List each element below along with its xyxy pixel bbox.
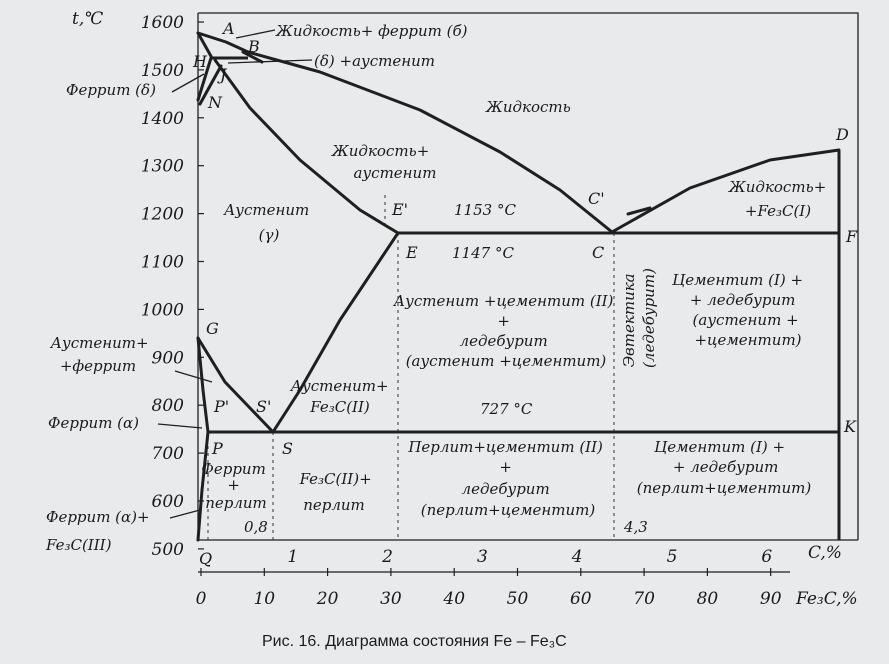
point-g: G (206, 319, 219, 338)
gs-line (196, 336, 275, 434)
callout-delta-fe (171, 73, 205, 93)
point-j: J (217, 65, 228, 84)
callout-delta-aust (227, 59, 313, 64)
y-tick-label: 900 (152, 348, 185, 368)
label-ferrite-pearlite: Феррит + перлит (201, 460, 270, 512)
y-tick-label: 800 (152, 396, 185, 416)
x-fe3c-tick-label: 80 (697, 589, 719, 609)
x-carbon-tick-label: 1 (287, 547, 298, 567)
x-fe3c-tick-label: 30 (380, 589, 402, 609)
point-e-prime: E' (391, 200, 408, 219)
label-liquid: Жидкость (485, 98, 571, 116)
point-q: Q (199, 549, 212, 568)
point-e: E (405, 243, 418, 262)
y-tick-label: 1400 (141, 109, 184, 129)
figure-caption: Рис. 16. Диаграмма состояния Fe – Fe₃C (262, 633, 567, 650)
y-axis-title: t,℃ (72, 9, 103, 29)
point-b: B (247, 37, 260, 56)
y-tick-label: 1600 (141, 13, 184, 33)
hn-line (196, 56, 213, 102)
y-tick-label: 1300 (141, 157, 184, 177)
label-aust-fe3c: Аустенит+ Fe₃C(II) (290, 377, 394, 416)
y-tick-label: 700 (152, 444, 185, 464)
solidus-je (213, 58, 400, 235)
arrow-left-c (626, 206, 652, 216)
callout-aust-ferrite (174, 370, 213, 383)
point-s: S (282, 439, 293, 458)
y-tick-label: 500 (152, 540, 185, 560)
label-liquid-fe3c: Жидкость+ +Fe₃C(I) (728, 178, 831, 220)
x-carbon-tick-label: 2 (381, 547, 393, 567)
y-tick-labels: 1600 1500 1400 1300 1200 1100 1000 900 800 700 600… (141, 13, 204, 560)
x-fe3c-tick-label: 20 (316, 589, 339, 609)
y-tick-label: 1200 (141, 205, 184, 225)
label-pearlite-cem-led: Перлит+цементит (II) + ледебурит (перлит… (407, 438, 607, 519)
solidus-ah (196, 31, 214, 60)
callout-ferrite-fe3c3 (169, 509, 201, 519)
point-a: A (221, 19, 235, 38)
label-ferrite-delta: Феррит (δ) (66, 81, 156, 99)
point-p: P (211, 439, 223, 458)
point-d: D (835, 125, 849, 144)
label-aust-ferrite: Аустенит+ +феррит (50, 334, 154, 375)
callout-liquid-ferrite (235, 29, 276, 39)
x-fe3c-tick-label: 10 (253, 589, 275, 609)
point-c-prime: C' (588, 189, 605, 208)
x-fe3c-tick-label: 90 (760, 589, 782, 609)
x-fe3c-tick-labels: 0 10 20 30 40 50 60 70 80 90 (196, 568, 782, 609)
temp-1153: 1153 °C (454, 201, 516, 219)
point-k: K (843, 417, 857, 436)
x-fe3c-tick-label: 0 (196, 589, 207, 609)
x-carbon-tick-labels: 1 2 3 4 5 6 (287, 547, 772, 567)
liquidus-ab (196, 31, 614, 234)
label-fe3c-pearlite: Fe₃C(II)+ перлит (299, 470, 377, 514)
callout-ferrite-alpha (157, 423, 203, 429)
small-dash-b (241, 50, 264, 64)
x-fe3c-tick-label: 60 (570, 589, 592, 609)
x-fe3c-tick-label: 70 (633, 589, 655, 609)
x-carbon-tick-label: 3 (477, 547, 488, 567)
label-ferrite-fe3c3: Феррит (α)+ Fe₃C(III) (45, 508, 154, 554)
point-s-prime: S' (256, 397, 271, 416)
x-carbon-label: C,% (808, 543, 842, 563)
y-tick-label: 1500 (141, 61, 184, 81)
point-c: C (592, 243, 604, 262)
x-fe3c-tick-label: 50 (507, 589, 529, 609)
temp-1147: 1147 °C (452, 244, 514, 262)
label-cem-led-pearl: Цементит (I) + + ледебурит (перлит+цемен… (637, 438, 812, 497)
liquidus-cd (610, 148, 841, 234)
label-ferrite-alpha: Феррит (α) (48, 414, 139, 432)
x-carbon-tick-label: 5 (667, 547, 678, 567)
x-fe3c-label: Fe₃C,% (795, 589, 858, 609)
point-n: N (207, 93, 223, 112)
plot-frame (198, 12, 859, 540)
comp-4-3: 4,3 (623, 518, 648, 536)
point-p-prime: P' (213, 397, 229, 416)
gp-line (196, 336, 210, 434)
label-liquid-austenite: Жидкость+ аустенит (331, 142, 437, 182)
label-eutectic: Эвтектика (ледебурит) (620, 268, 658, 368)
x-fe3c-tick-label: 40 (442, 589, 465, 609)
y-tick-label: 1100 (141, 253, 184, 273)
label-austenite: Аустенит (γ) (223, 201, 314, 244)
point-h: H (192, 52, 208, 71)
label-delta-austenite: (δ) +аустенит (314, 52, 435, 70)
label-liquid-ferrite: Жидкость+ феррит (б) (275, 22, 468, 40)
label-aust-cem-led: Аустенит +цементит (II) + ледебурит (аус… (393, 292, 618, 370)
x-carbon-tick-label: 4 (571, 547, 583, 567)
temp-727: 727 °C (480, 400, 533, 418)
point-f: F (845, 227, 858, 246)
x-carbon-tick-label: 6 (761, 547, 772, 567)
label-cem-led-aust: Цементит (I) + + ледебурит (аустенит + +… (672, 271, 808, 349)
comp-0-8: 0,8 (244, 518, 268, 536)
jn-line (198, 64, 223, 106)
y-tick-label: 1000 (141, 300, 184, 320)
acm-line (271, 231, 400, 434)
pq-line (196, 430, 210, 542)
y-tick-label: 600 (152, 492, 185, 512)
